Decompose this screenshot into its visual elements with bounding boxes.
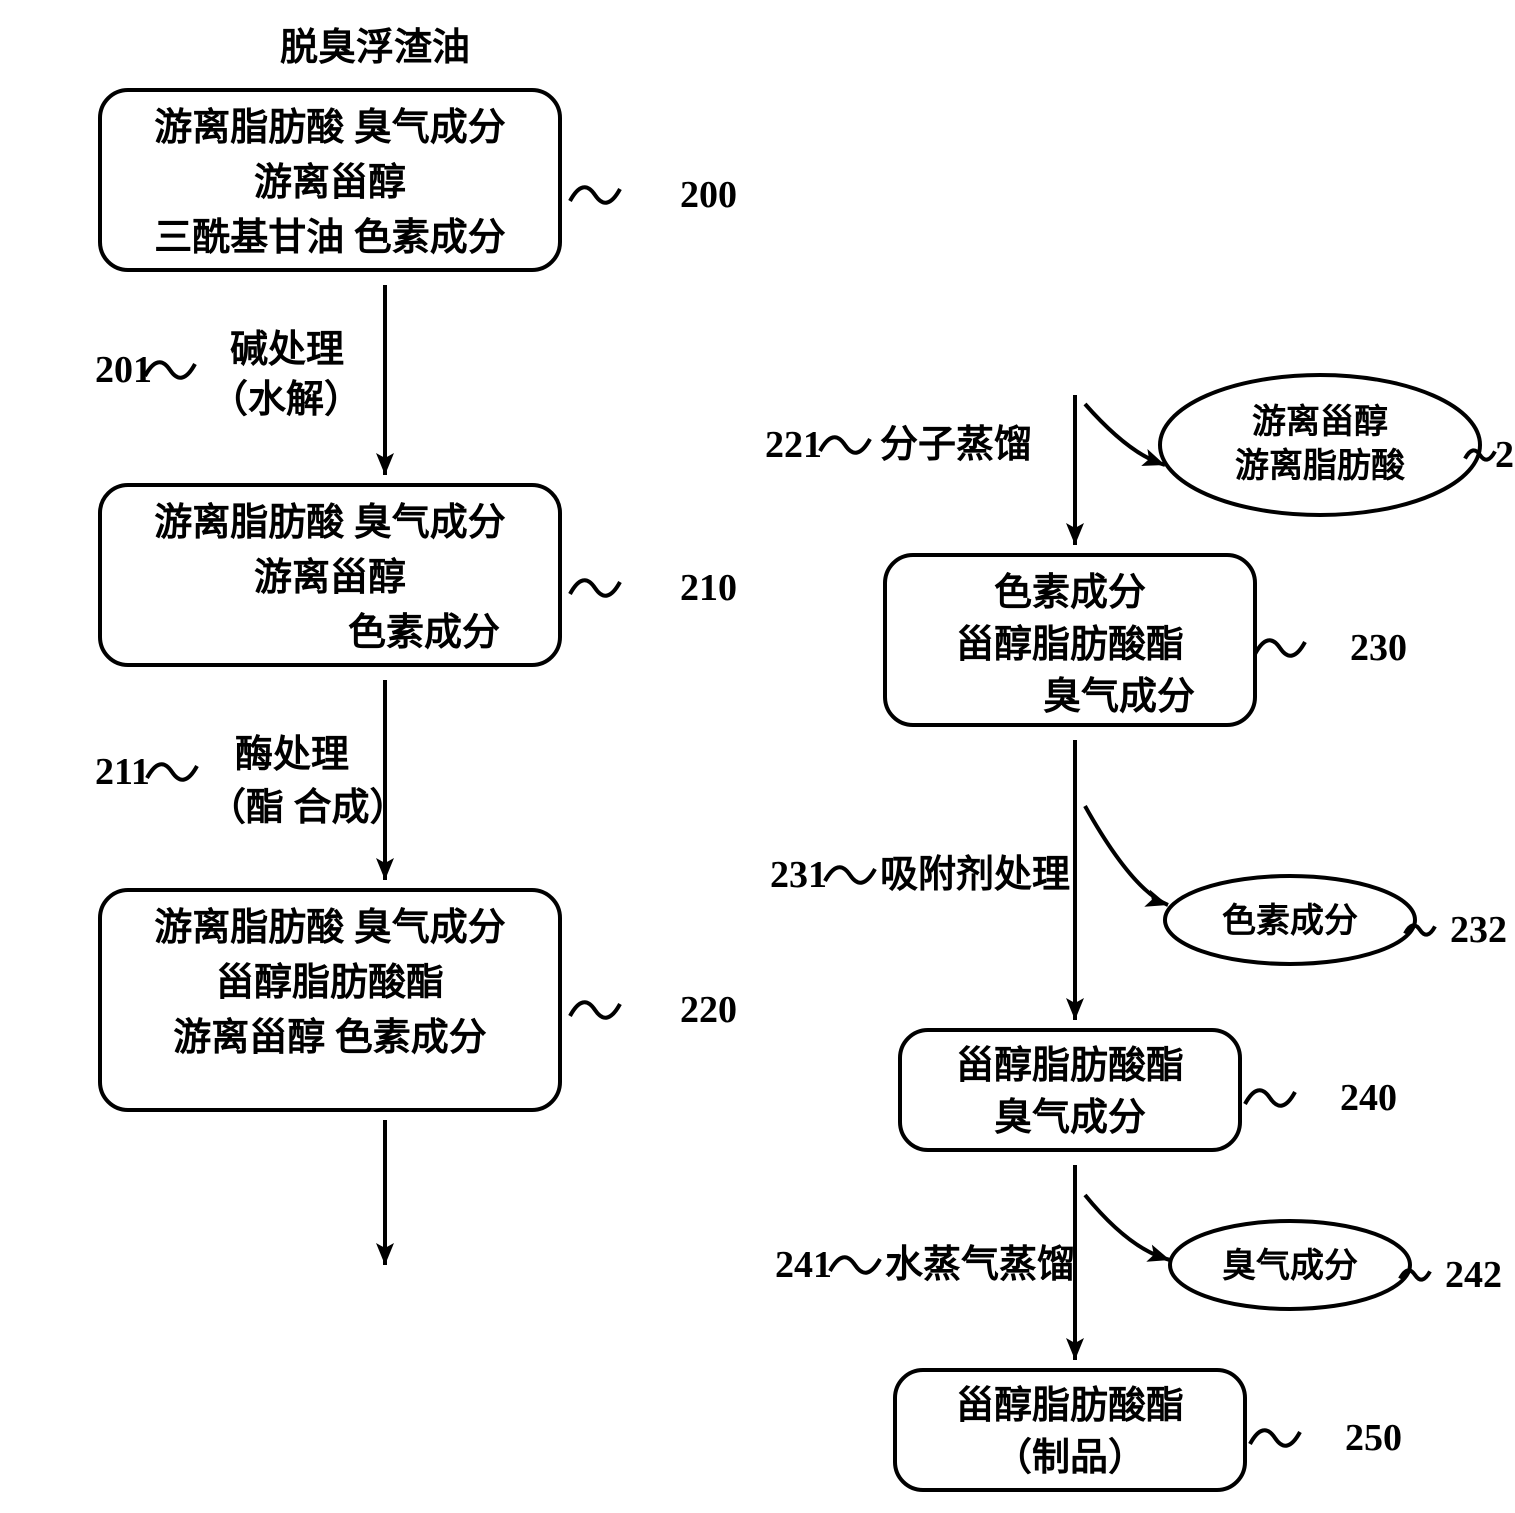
node-ref-210: 210	[680, 567, 737, 609]
node-n222	[1160, 375, 1480, 515]
node-text: 臭气成分	[994, 1097, 1146, 1139]
reference-tilde	[825, 867, 875, 882]
reference-tilde	[1255, 640, 1305, 655]
reference-tilde	[570, 187, 620, 202]
node-text: 甾醇脂肪酸酯	[956, 1385, 1184, 1427]
node-text: 色素成分	[994, 572, 1146, 614]
node-text: 甾醇脂肪酸酯	[216, 962, 444, 1004]
node-ref-220: 220	[680, 989, 737, 1031]
step-label: 酶处理	[235, 734, 349, 776]
reference-tilde	[1250, 1430, 1300, 1445]
node-ref-250: 250	[1345, 1417, 1402, 1459]
node-text: （制品）	[994, 1437, 1146, 1479]
diagram-title: 脱臭浮渣油	[280, 27, 470, 69]
step-ref-201: 201	[95, 349, 152, 391]
reference-tilde	[820, 437, 870, 452]
node-text: 三酰基甘油 色素成分	[154, 217, 506, 259]
node-text: 甾醇脂肪酸酯	[956, 624, 1184, 666]
node-text: 游离脂肪酸 臭气成分	[154, 502, 506, 544]
step-ref-241: 241	[775, 1244, 832, 1286]
step-label: 碱处理	[230, 329, 344, 371]
reference-tilde	[830, 1257, 880, 1272]
node-text: 游离脂肪酸 臭气成分	[154, 107, 506, 149]
arrow-a231b	[1085, 806, 1168, 905]
node-ref-242: 242	[1445, 1254, 1502, 1296]
node-text: 游离甾醇	[254, 162, 406, 204]
node-ref-232: 232	[1450, 909, 1507, 951]
step-ref-211: 211	[95, 751, 150, 793]
reference-tilde	[147, 764, 197, 779]
node-text: 游离甾醇	[254, 557, 406, 599]
node-text: 游离脂肪酸	[1235, 446, 1406, 485]
step-label: 水蒸气蒸馏	[885, 1244, 1075, 1286]
node-text: 色素成分	[1222, 902, 1358, 940]
node-text: 游离甾醇	[1252, 402, 1388, 441]
node-text: 臭气成分	[1043, 676, 1195, 718]
step-ref-231: 231	[770, 854, 827, 896]
reference-tilde	[570, 580, 620, 595]
reference-tilde	[1245, 1090, 1295, 1105]
node-text: 臭气成分	[1222, 1247, 1358, 1285]
node-ref-240: 240	[1340, 1077, 1397, 1119]
node-ref-222: 222	[1495, 434, 1515, 476]
step-label: 吸附剂处理	[880, 854, 1070, 896]
step-ref-221: 221	[765, 424, 822, 466]
node-text: 甾醇脂肪酸酯	[956, 1045, 1184, 1087]
step-label: 分子蒸馏	[880, 424, 1032, 466]
flowchart-canvas: 游离脂肪酸 臭气成分游离甾醇三酰基甘油 色素成分游离脂肪酸 臭气成分游离甾醇色素…	[0, 0, 1515, 1513]
step-label: （酯 合成）	[208, 787, 408, 829]
reference-tilde	[570, 1002, 620, 1017]
reference-tilde	[145, 362, 195, 377]
node-ref-230: 230	[1350, 627, 1407, 669]
node-text: 色素成分	[348, 612, 500, 654]
step-label: （水解）	[210, 379, 362, 421]
node-text: 游离甾醇 色素成分	[173, 1017, 487, 1059]
node-ref-200: 200	[680, 174, 737, 216]
node-text: 游离脂肪酸 臭气成分	[154, 907, 506, 949]
